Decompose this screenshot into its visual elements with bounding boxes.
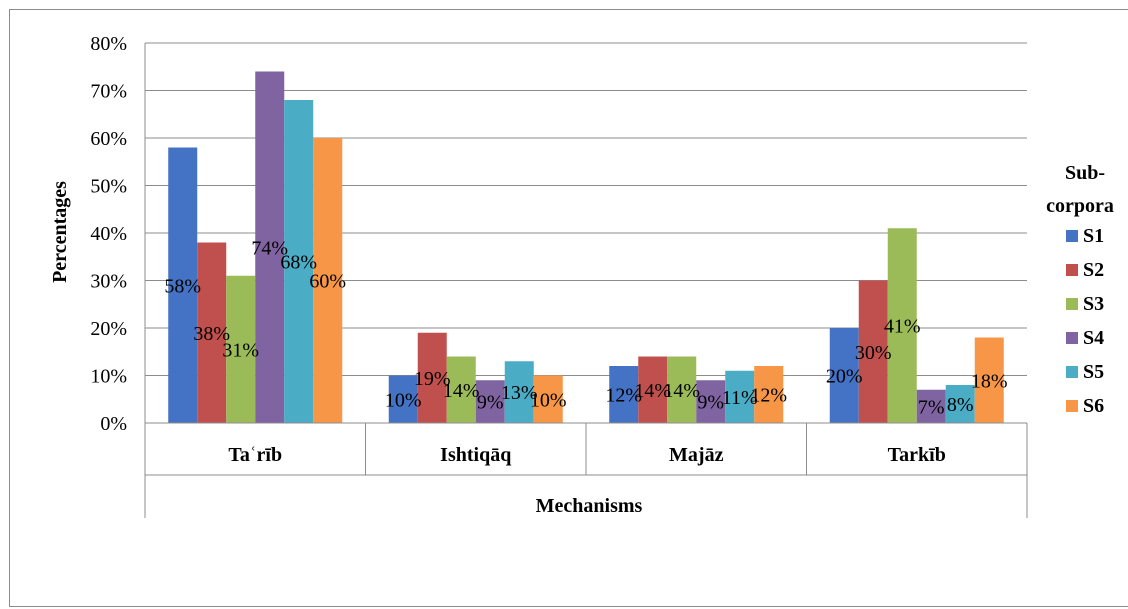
data-label: 9% [477,392,504,414]
y-tick-label: 70% [90,81,127,103]
y-tick-label: 0% [100,413,127,435]
data-label: 10% [385,389,422,411]
y-tick-label: 40% [90,223,127,245]
category-label: Taʿrīb [228,444,282,466]
data-label: 38% [193,323,230,345]
bar-s3-4 [887,228,917,423]
legend-swatch [1066,366,1078,378]
legend-swatch [1066,230,1078,242]
data-label: 13% [501,382,538,404]
y-tick-label: 80% [90,33,127,55]
data-label: 7% [918,396,945,418]
category-label: Majāz [669,444,724,466]
legend-title-line: corpora [1046,195,1114,217]
data-label: 8% [947,394,974,416]
data-label: 14% [443,380,480,402]
legend-title: Sub-corpora [1046,162,1114,217]
bar-s1-2 [388,375,418,423]
legend-label: S4 [1083,327,1104,349]
bar-s2-2 [417,332,447,423]
axes [144,43,1028,518]
category-labels: Taʿrīb Ishtiqāq Majāz Tarkīb [228,444,945,466]
data-label: 68% [280,252,317,274]
x-axis-title: Mechanisms [536,495,643,517]
legend-title-line: Sub- [1065,162,1105,184]
data-label: 58% [164,275,201,297]
data-label: 11% [722,387,758,409]
legend-swatch [1066,298,1078,310]
y-tick-label: 20% [90,318,127,340]
data-label: 74% [251,237,288,259]
data-label: 14% [634,380,671,402]
data-label: 9% [697,392,724,414]
bar-s1-4 [829,328,859,423]
bar-s2-3 [638,356,668,423]
bar-s3-2 [446,356,476,423]
bar-s6-4 [974,337,1004,423]
category-label: Tarkīb [888,444,946,466]
legend-swatch [1066,400,1078,412]
bar-s4-2 [475,380,505,423]
bar-s5-1 [284,100,314,423]
bar-s3-3 [667,356,697,423]
y-axis-title: Percentages [49,181,71,283]
bar-s4-1 [255,71,285,423]
data-label: 20% [826,366,863,388]
bar-s2-1 [197,242,227,423]
bar-s6-3 [754,366,784,423]
y-tick-label: 50% [90,176,127,198]
data-label: 41% [884,316,921,338]
bar-s1-1 [168,147,198,423]
bar-s4-4 [916,389,946,423]
bar-s5-2 [504,361,534,423]
bar-s6-2 [533,375,563,423]
data-label: 60% [309,271,346,293]
y-axis-ticks: 0% 10% 20% 30% 40% 50% 60% 70% 80% [90,33,127,435]
data-label: 30% [855,342,892,364]
data-labels: 58%38%31%74%68%60%10%19%14%9%13%10% 12%14… [164,237,1007,418]
data-label: 10% [530,389,567,411]
legend-label: S1 [1083,225,1104,247]
bar-s2-4 [858,280,888,423]
data-label: 31% [222,339,259,361]
legend-label: S6 [1083,395,1104,417]
bar-s1-3 [609,366,639,423]
data-label: 12% [605,385,642,407]
category-label: Ishtiqāq [440,444,511,466]
bar-s4-3 [696,380,726,423]
legend-swatch [1066,332,1078,344]
y-tick-label: 10% [90,366,127,388]
bars [168,71,1004,423]
legend-label: S2 [1083,259,1104,281]
data-label: 18% [971,370,1008,392]
chart-area-border [9,9,1128,607]
legend-label: S5 [1083,361,1104,383]
y-tick-label: 60% [90,128,127,150]
y-tick-label: 30% [90,271,127,293]
bar-s5-4 [945,385,975,423]
data-label: 14% [663,380,700,402]
legend-label: S3 [1083,293,1104,315]
legend-swatch [1066,264,1078,276]
data-label: 19% [414,368,451,390]
bar-s6-1 [313,138,343,423]
legend: Sub-corpora S1 S2 S3 S4 S5 S6 [1046,162,1114,417]
data-label: 12% [750,385,787,407]
bar-s3-1 [226,275,256,423]
bar-s5-3 [725,370,755,423]
